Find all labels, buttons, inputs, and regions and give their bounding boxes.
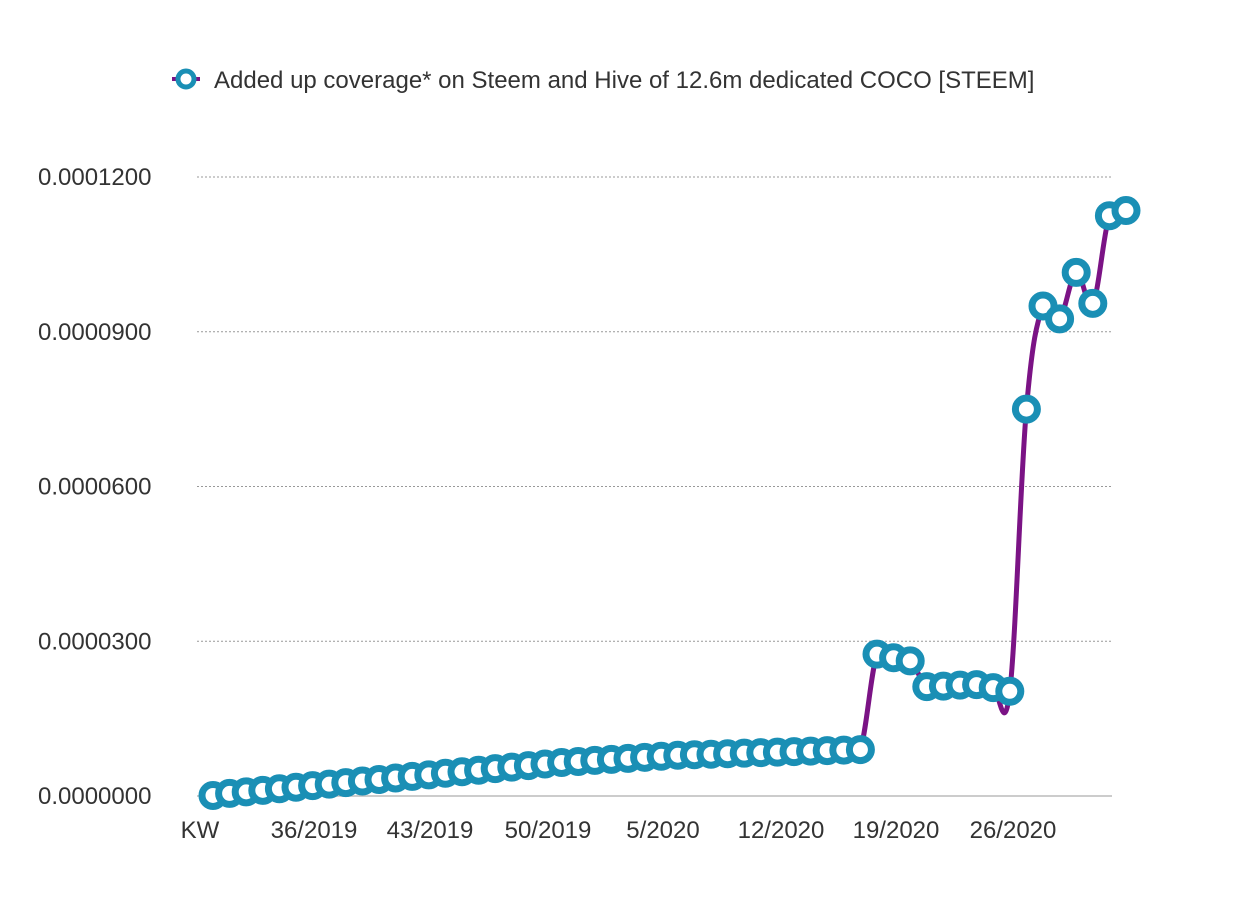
y-tick-label: 0.0000600 (38, 474, 151, 501)
x-tick-label: 26/2020 (970, 817, 1057, 844)
series-line (212, 204, 1127, 798)
series-line-group (212, 204, 1127, 798)
y-axis-tick-labels: 0.0000000 0.0000300 0.0000600 0.0000900 0.00… (38, 164, 151, 810)
data-point (895, 646, 925, 676)
y-tick-label: 0.0000300 (38, 628, 151, 655)
x-tick-label: 12/2020 (738, 817, 825, 844)
y-tick-label: 0.0000000 (38, 783, 151, 810)
legend-label: Added up coverage* on Steem and Hive of … (214, 67, 1034, 94)
data-point-markers (198, 196, 1141, 810)
gridlines (197, 176, 1112, 642)
x-tick-label: 36/2019 (271, 817, 358, 844)
data-point (1011, 394, 1041, 424)
legend: Added up coverage* on Steem and Hive of … (172, 67, 1034, 94)
x-tick-label: KW (181, 817, 220, 844)
data-point (1078, 288, 1108, 318)
x-tick-label: 50/2019 (505, 817, 592, 844)
y-tick-label: 0.0000900 (38, 319, 151, 346)
x-axis-tick-labels: KW 36/2019 43/2019 50/2019 5/2020 12/2020 19/2… (181, 817, 1057, 844)
data-point (845, 735, 875, 765)
legend-marker-swatch (175, 68, 197, 90)
data-point (1061, 257, 1091, 287)
data-point (1045, 304, 1075, 334)
x-tick-label: 5/2020 (626, 817, 699, 844)
x-tick-label: 43/2019 (387, 817, 474, 844)
x-tick-label: 19/2020 (853, 817, 940, 844)
data-point (995, 676, 1025, 706)
y-tick-label: 0.0001200 (38, 164, 151, 191)
data-point (1111, 196, 1141, 226)
